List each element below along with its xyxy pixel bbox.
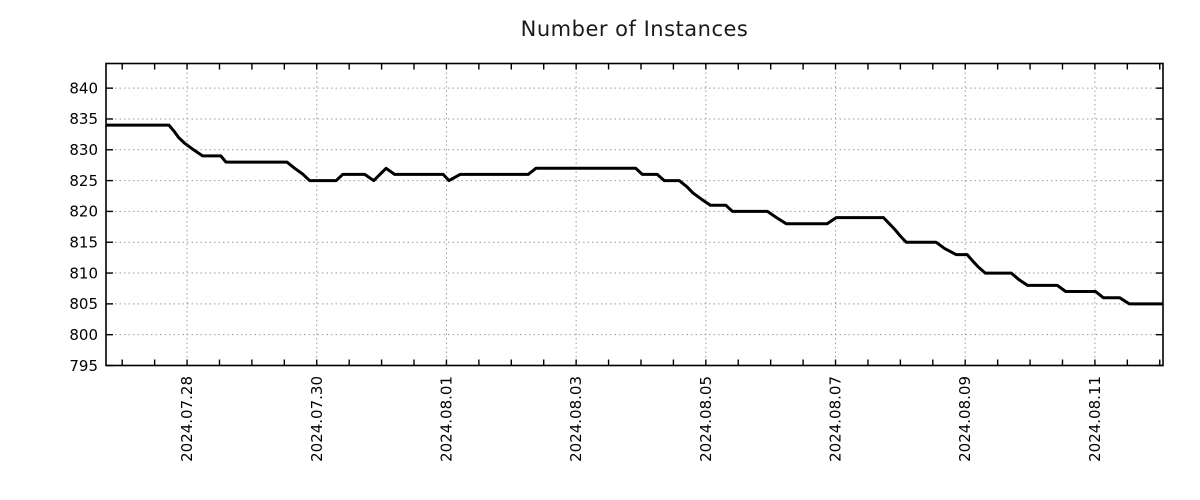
x-tick-label: 2024.07.30 xyxy=(308,376,326,462)
x-tick-label: 2024.08.03 xyxy=(567,376,585,462)
y-tick-label: 795 xyxy=(69,357,98,375)
y-tick-label: 805 xyxy=(69,295,98,313)
chart-title: Number of Instances xyxy=(520,17,749,41)
x-tick-label: 2024.08.05 xyxy=(697,376,715,462)
y-tick-label: 810 xyxy=(69,264,98,282)
y-tick-label: 800 xyxy=(69,326,98,344)
x-tick-label: 2024.08.09 xyxy=(956,376,974,462)
y-tick-label: 820 xyxy=(69,203,98,221)
y-tick-label: 840 xyxy=(69,79,98,97)
x-tick-label: 2024.07.28 xyxy=(178,376,196,462)
series-line xyxy=(106,123,1163,306)
y-tick-label: 830 xyxy=(69,141,98,159)
y-tick-label: 815 xyxy=(69,233,98,251)
x-tick-label: 2024.08.01 xyxy=(437,376,455,462)
x-tick-label: 2024.08.11 xyxy=(1086,376,1104,462)
x-tick-label: 2024.08.07 xyxy=(827,376,845,462)
plot-border xyxy=(105,62,1164,367)
y-tick-label: 825 xyxy=(69,172,98,190)
y-tick-label: 835 xyxy=(69,110,98,128)
